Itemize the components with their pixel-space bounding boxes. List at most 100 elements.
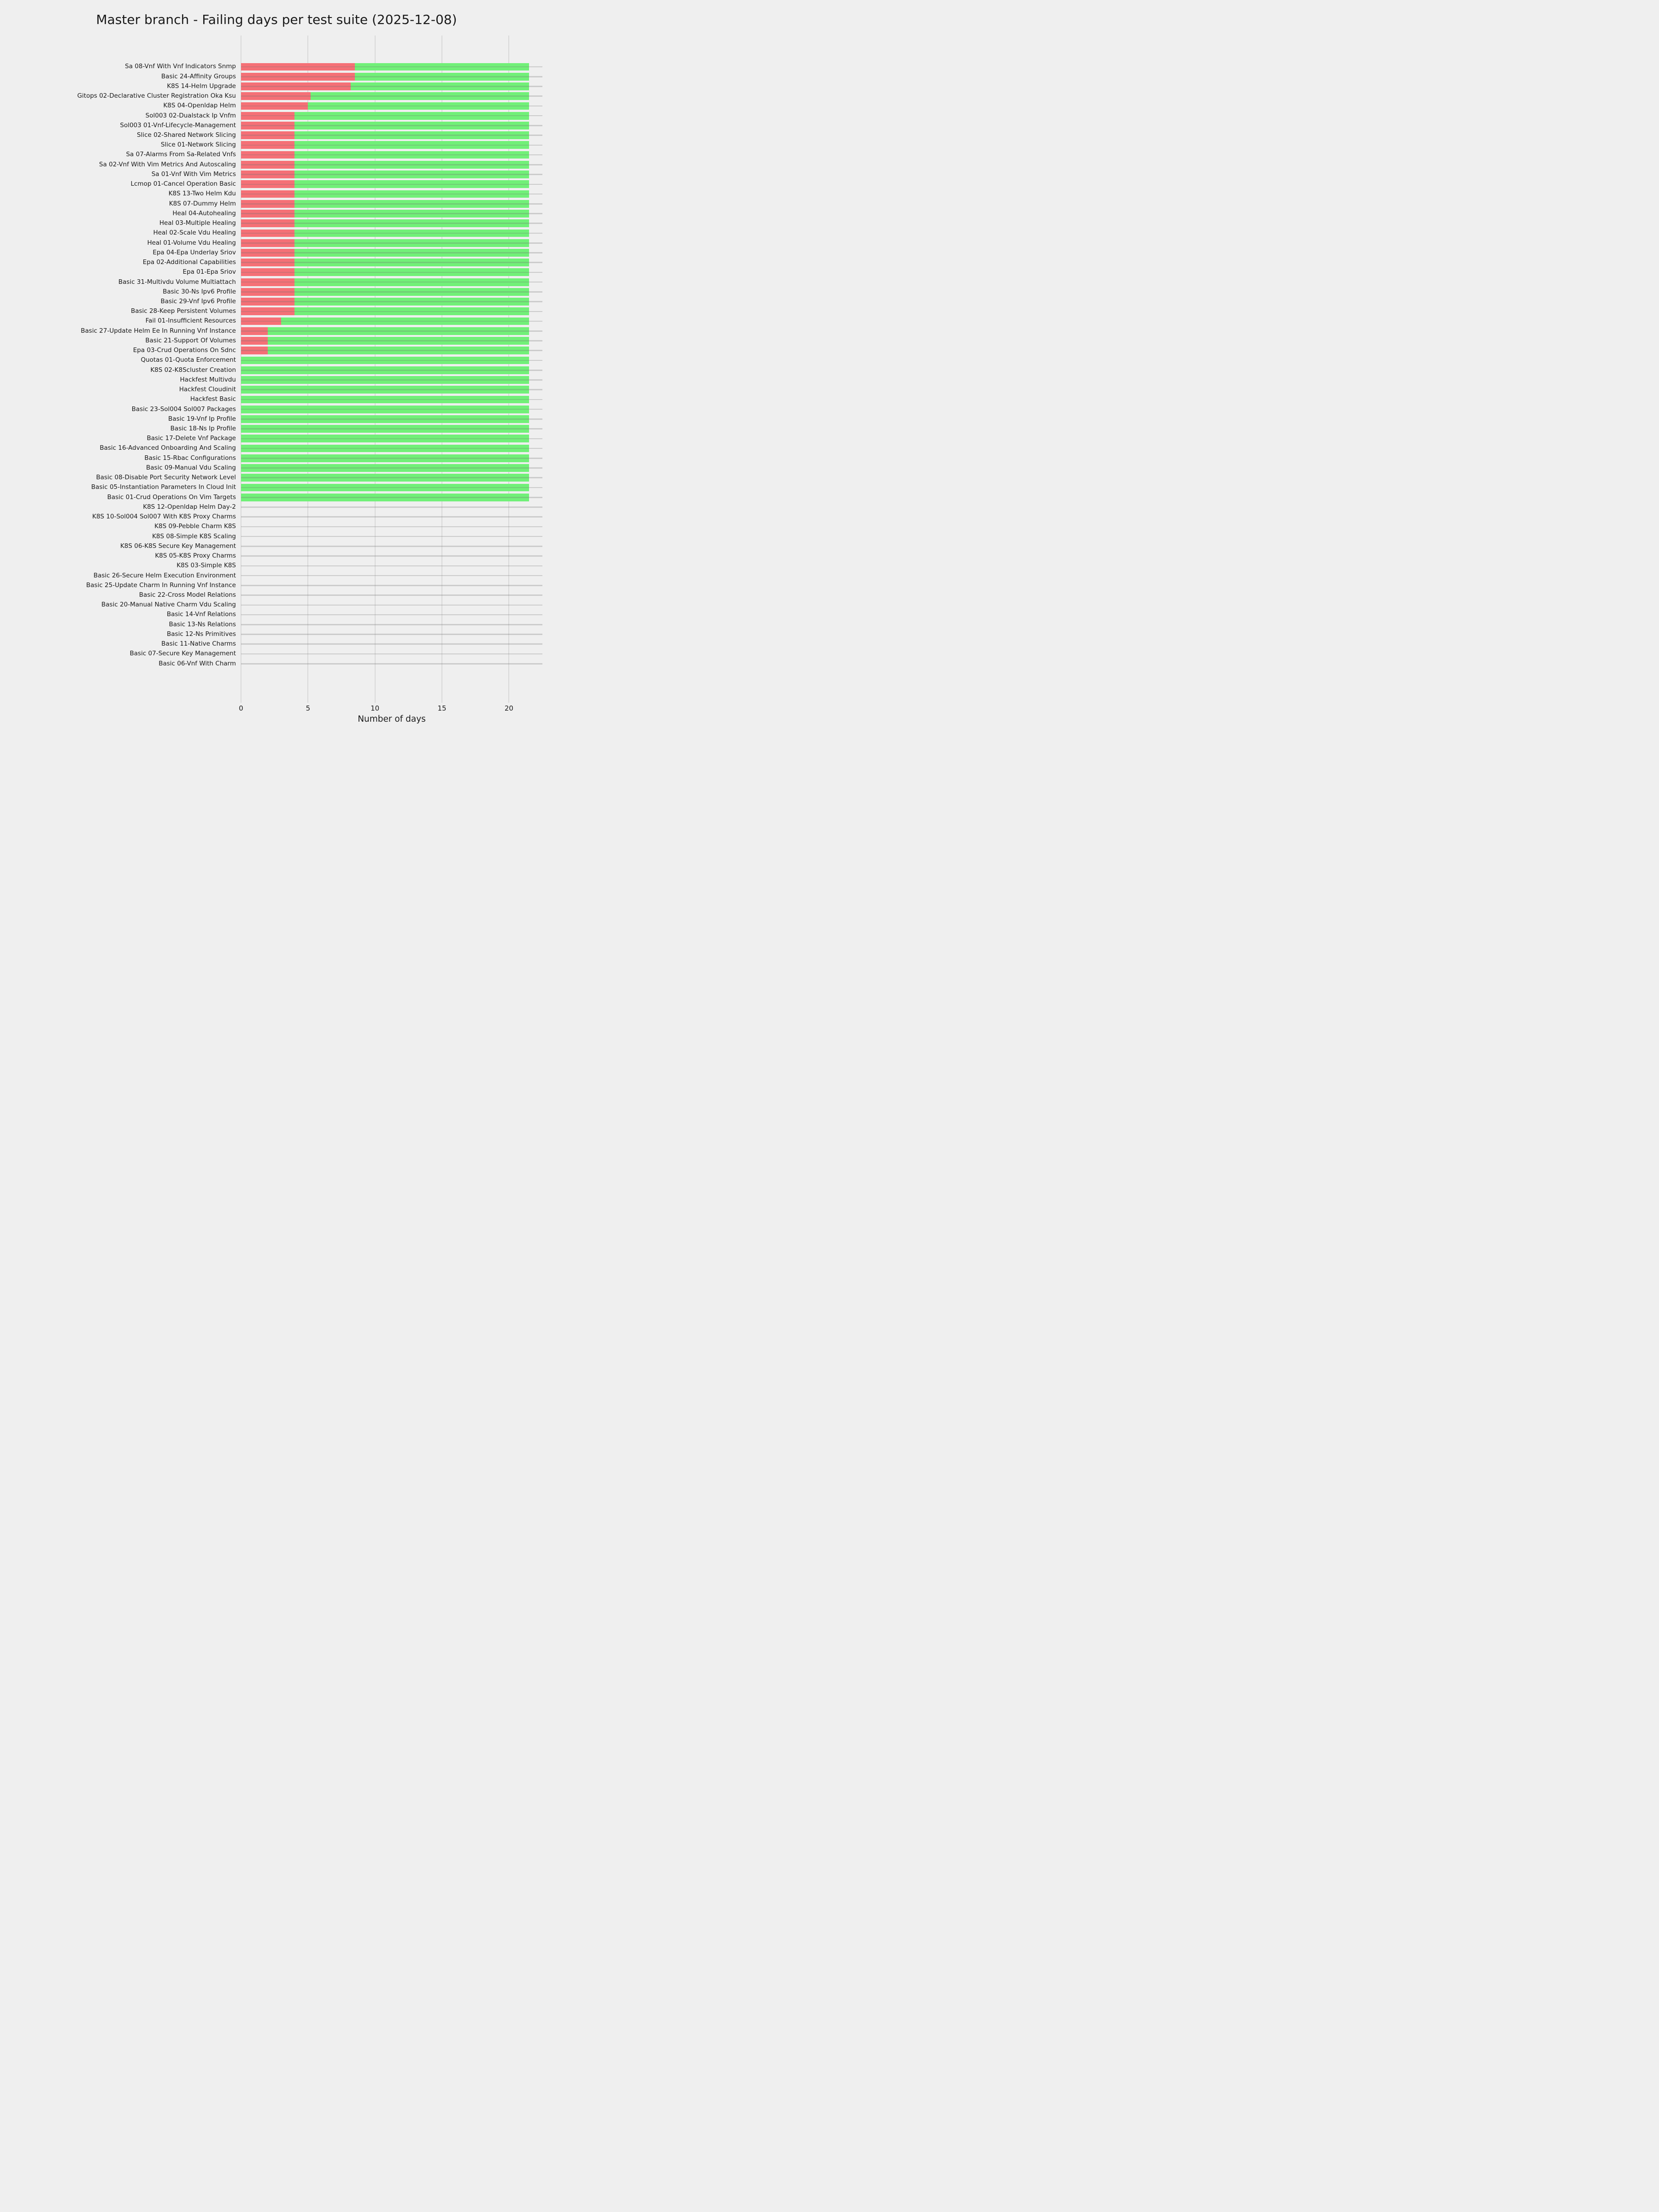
row-gridline xyxy=(241,389,542,390)
table-row: Basic 01-Crud Operations On Vim Targets xyxy=(0,493,553,502)
table-row: K8S 12-Openldap Helm Day-2 xyxy=(0,502,553,512)
stacked-bar xyxy=(241,200,529,208)
stacked-bar xyxy=(241,239,529,247)
table-row: Basic 30-Ns Ipv6 Profile xyxy=(0,287,553,297)
failing-days-segment xyxy=(241,219,295,228)
table-row: Heal 04-Autohealing xyxy=(0,209,553,218)
table-row: Epa 03-Crud Operations On Sdnc xyxy=(0,346,553,355)
table-row: Sa 08-Vnf With Vnf Indicators Snmp xyxy=(0,62,553,71)
passing-days-segment xyxy=(241,376,529,384)
row-label: Basic 17-Delete Vnf Package xyxy=(147,435,236,442)
row-label: Sa 02-Vnf With Vim Metrics And Autoscali… xyxy=(99,160,236,168)
stacked-bar xyxy=(241,160,529,169)
passing-days-segment xyxy=(294,200,529,208)
chart-title: Master branch - Failing days per test su… xyxy=(96,12,457,27)
failing-days-segment xyxy=(241,268,295,276)
failing-days-segment xyxy=(241,259,295,267)
row-label: K8S 03-Simple K8S xyxy=(176,562,236,570)
row-gridline xyxy=(241,438,542,440)
row-label: Heal 02-Scale Vdu Healing xyxy=(153,229,236,237)
table-row: Basic 26-Secure Helm Execution Environme… xyxy=(0,571,553,581)
row-gridline xyxy=(241,506,542,508)
row-label: Basic 18-Ns Ip Profile xyxy=(170,425,236,433)
failing-days-segment xyxy=(241,102,308,110)
row-label: K8S 12-Openldap Helm Day-2 xyxy=(143,503,236,511)
row-label: Basic 15-Rbac Configurations xyxy=(144,454,236,462)
failing-days-segment xyxy=(241,190,295,198)
stacked-bar xyxy=(241,327,529,335)
failing-days-segment xyxy=(241,122,295,129)
table-row: Basic 15-Rbac Configurations xyxy=(0,453,553,463)
row-label: Basic 23-Sol004 Sol007 Packages xyxy=(131,405,236,413)
passing-days-segment xyxy=(241,444,529,453)
stacked-bar xyxy=(241,347,529,355)
stacked-bar xyxy=(241,92,529,100)
failing-days-segment xyxy=(241,180,295,188)
row-label: K8S 08-Simple K8S Scaling xyxy=(152,532,236,540)
row-gridline xyxy=(241,428,542,429)
row-gridline xyxy=(241,252,542,253)
row-gridline xyxy=(241,663,542,665)
table-row: Slice 02-Shared Network Slicing xyxy=(0,130,553,140)
row-label: Lcmop 01-Cancel Operation Basic xyxy=(130,180,236,188)
table-row: K8S 09-Pebble Charm K8S xyxy=(0,522,553,531)
stacked-bar xyxy=(241,122,529,129)
stacked-bar xyxy=(241,386,529,394)
row-label: Epa 02-Additional Capabilities xyxy=(142,259,236,266)
failing-days-segment xyxy=(241,82,351,90)
stacked-bar xyxy=(241,366,529,374)
passing-days-segment xyxy=(294,249,529,257)
table-row: Heal 01-Volume Vdu Healing xyxy=(0,238,553,248)
table-row: K8S 02-K8Scluster Creation xyxy=(0,365,553,375)
row-gridline xyxy=(241,311,542,312)
row-label: Hackfest Multivdu xyxy=(180,376,236,383)
row-gridline xyxy=(241,585,542,586)
plot-area: 0 5 10 15 20 Sa 08-Vnf With Vnf Indicators Sn… xyxy=(0,0,553,737)
row-gridline xyxy=(241,408,542,410)
passing-days-segment xyxy=(294,141,529,149)
row-label: Quotas 01-Quota Enforcement xyxy=(141,356,236,364)
passing-days-segment xyxy=(241,425,529,433)
stacked-bar xyxy=(241,435,529,443)
stacked-bar xyxy=(241,298,529,306)
stacked-bar xyxy=(241,102,529,110)
row-label: K8S 14-Helm Upgrade xyxy=(167,82,236,90)
passing-days-segment xyxy=(241,493,529,501)
row-gridline xyxy=(241,135,542,136)
row-gridline xyxy=(241,516,542,518)
stacked-bar xyxy=(241,151,529,159)
row-label: Slice 01-Network Slicing xyxy=(160,141,236,149)
row-label: Hackfest Cloudinit xyxy=(179,386,236,394)
failing-days-segment xyxy=(241,337,268,345)
row-gridline xyxy=(241,418,542,420)
row-label: Basic 07-Secure Key Management xyxy=(129,650,236,658)
failing-days-segment xyxy=(241,249,295,257)
stacked-bar xyxy=(241,278,529,286)
table-row: Sa 01-Vnf With Vim Metrics xyxy=(0,170,553,179)
row-gridline xyxy=(241,447,542,449)
row-label: Hackfest Basic xyxy=(190,395,236,403)
row-gridline xyxy=(241,594,542,596)
row-gridline xyxy=(241,271,542,273)
row-label: Basic 29-Vnf Ipv6 Profile xyxy=(160,297,236,305)
row-label: Sol003 02-Dualstack Ip Vnfm xyxy=(145,112,236,119)
passing-days-segment xyxy=(241,435,529,443)
failing-days-segment xyxy=(241,347,268,355)
table-row: Slice 01-Network Slicing xyxy=(0,140,553,150)
passing-days-segment xyxy=(294,122,529,129)
table-row: Hackfest Basic xyxy=(0,394,553,404)
failing-days-segment xyxy=(241,160,295,169)
failing-days-segment xyxy=(241,239,295,247)
row-gridline xyxy=(241,467,542,469)
row-gridline xyxy=(241,350,542,352)
row-label: Fail 01-Insufficient Resources xyxy=(145,317,236,325)
stacked-bar xyxy=(241,307,529,316)
row-gridline xyxy=(241,634,542,635)
row-label: Basic 27-Update Helm Ee In Running Vnf I… xyxy=(81,327,236,335)
row-label: Basic 14-Vnf Relations xyxy=(166,611,236,618)
passing-days-segment xyxy=(294,112,529,120)
stacked-bar xyxy=(241,131,529,140)
row-gridline xyxy=(241,624,542,625)
table-row: Quotas 01-Quota Enforcement xyxy=(0,355,553,365)
passing-days-segment xyxy=(355,63,529,71)
